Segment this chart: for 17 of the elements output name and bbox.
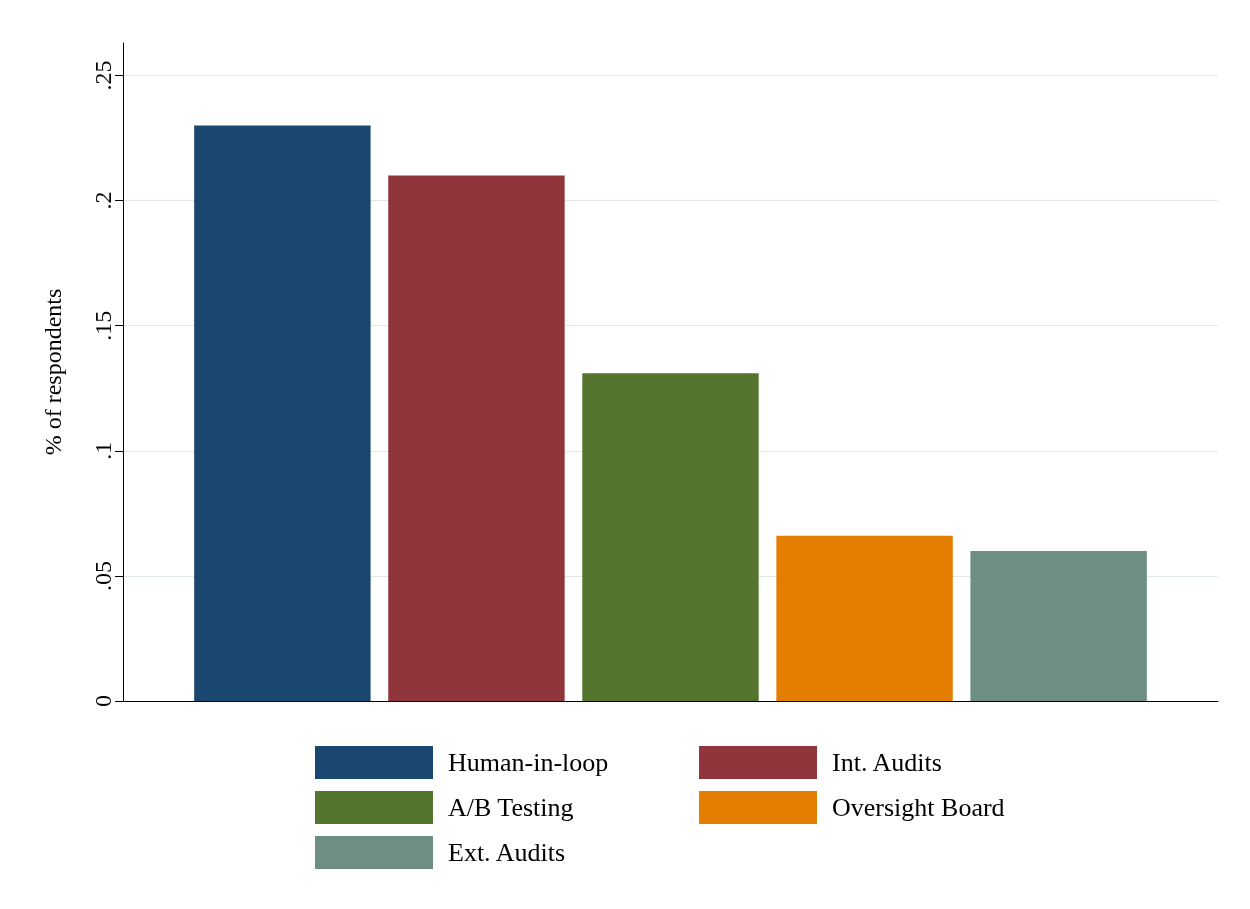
y-axis-title: % of respondents: [40, 288, 66, 456]
bar: [776, 535, 953, 701]
bar: [194, 125, 371, 701]
y-tick-label: .25: [90, 60, 116, 91]
legend-label: Int. Audits: [832, 748, 942, 777]
legend-label: A/B Testing: [448, 793, 574, 822]
y-tick-label: .2: [90, 191, 116, 210]
y-tick-label: .05: [90, 560, 116, 591]
legend-label: Human-in-loop: [448, 748, 609, 777]
legend-label: Ext. Audits: [448, 838, 566, 867]
legend-label: Oversight Board: [832, 793, 1005, 822]
y-tick-label: .15: [90, 310, 116, 341]
bar: [582, 373, 759, 701]
y-tick-label: 0: [90, 695, 116, 707]
y-tick-label: .1: [90, 441, 116, 460]
bar: [970, 550, 1147, 701]
bar: [388, 175, 565, 701]
